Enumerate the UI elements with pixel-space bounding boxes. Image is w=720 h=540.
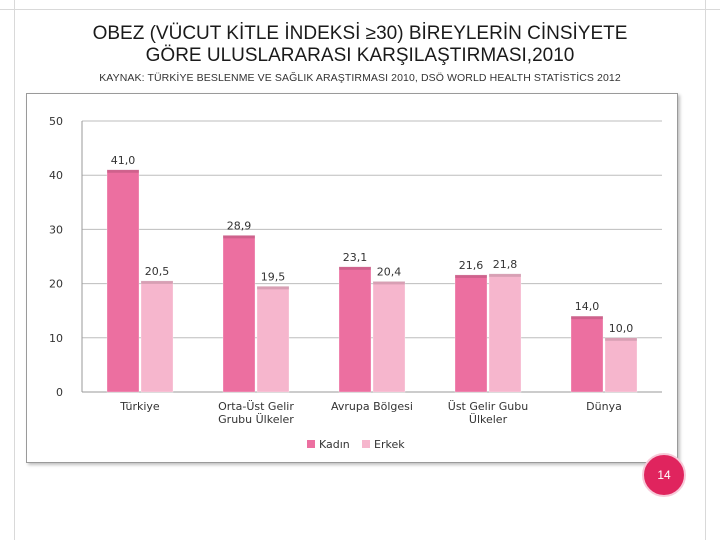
data-label: 20,5 [145, 265, 170, 278]
page-number-badge: 14 [642, 453, 686, 497]
slide-frame-right [705, 0, 706, 540]
data-label: 23,1 [343, 251, 368, 264]
y-tick-label: 20 [49, 278, 63, 291]
chart-container: 0 10 20 30 40 50 41,0 20,5 Türkiye 28,9 19,5 Orta-Ü… [26, 93, 678, 463]
data-label: 41,0 [111, 154, 136, 167]
legend-label: Kadın [319, 438, 350, 451]
bar [570, 315, 604, 393]
slide-frame-top [0, 9, 720, 10]
data-label: 21,8 [493, 258, 518, 271]
data-label: 20,4 [377, 265, 402, 278]
bar [488, 273, 522, 393]
x-tick-label: Grubu Ülkeler [218, 413, 294, 426]
x-tick-label: Ülkeler [469, 413, 508, 426]
y-tick-label: 0 [56, 386, 63, 399]
y-tick-label: 10 [49, 332, 63, 345]
legend-swatch [362, 440, 370, 448]
x-tick-label: Dünya [586, 400, 622, 413]
y-tick-label: 50 [49, 115, 63, 128]
x-tick-label: Üst Gelir Gubu [448, 400, 528, 413]
slide-title: OBEZ (VÜCUT KİTLE İNDEKSİ ≥30) BİREYLERİ… [40, 23, 680, 67]
bar-cap [223, 235, 255, 239]
x-tick-label: Orta-Üst Gelir [218, 400, 294, 413]
bar-cap [339, 266, 371, 270]
bar-cap [373, 281, 405, 285]
slide-title-line1: OBEZ (VÜCUT KİTLE İNDEKSİ ≥30) BİREYLERİ… [92, 23, 628, 44]
data-label: 19,5 [261, 270, 286, 283]
bar-chart: 0 10 20 30 40 50 41,0 20,5 Türkiye 28,9 19,5 Orta-Ü… [49, 115, 662, 451]
data-label: 14,0 [575, 300, 600, 313]
y-tick-label: 40 [49, 169, 63, 182]
y-tick-label: 30 [49, 223, 63, 236]
data-label: 28,9 [227, 219, 252, 232]
legend-swatch [307, 440, 315, 448]
slide-title-line2: GÖRE ULUSLARARASI KARŞILAŞTIRMASI,2010 [145, 45, 575, 66]
data-label: 10,0 [609, 322, 634, 335]
bar [372, 281, 406, 393]
bar-cap [455, 274, 487, 278]
bar-cap [257, 286, 289, 290]
bar [454, 274, 488, 393]
bar [338, 266, 372, 393]
bar-cap [107, 169, 139, 173]
bar [140, 280, 174, 393]
bar [256, 286, 290, 393]
bar [604, 337, 638, 393]
bar [106, 169, 140, 393]
x-tick-label: Türkiye [119, 400, 160, 413]
bar-cap [489, 273, 521, 277]
legend-label: Erkek [374, 438, 405, 451]
x-tick-label: Avrupa Bölgesi [331, 400, 413, 413]
bar [222, 235, 256, 393]
slide-frame-left [14, 0, 15, 540]
bar-cap [571, 316, 603, 320]
bar-cap [605, 337, 637, 341]
bar-cap [141, 280, 173, 284]
data-label: 21,6 [459, 259, 484, 272]
source-note: KAYNAK: TÜRKİYE BESLENME VE SAĞLIK ARAŞT… [99, 72, 621, 84]
